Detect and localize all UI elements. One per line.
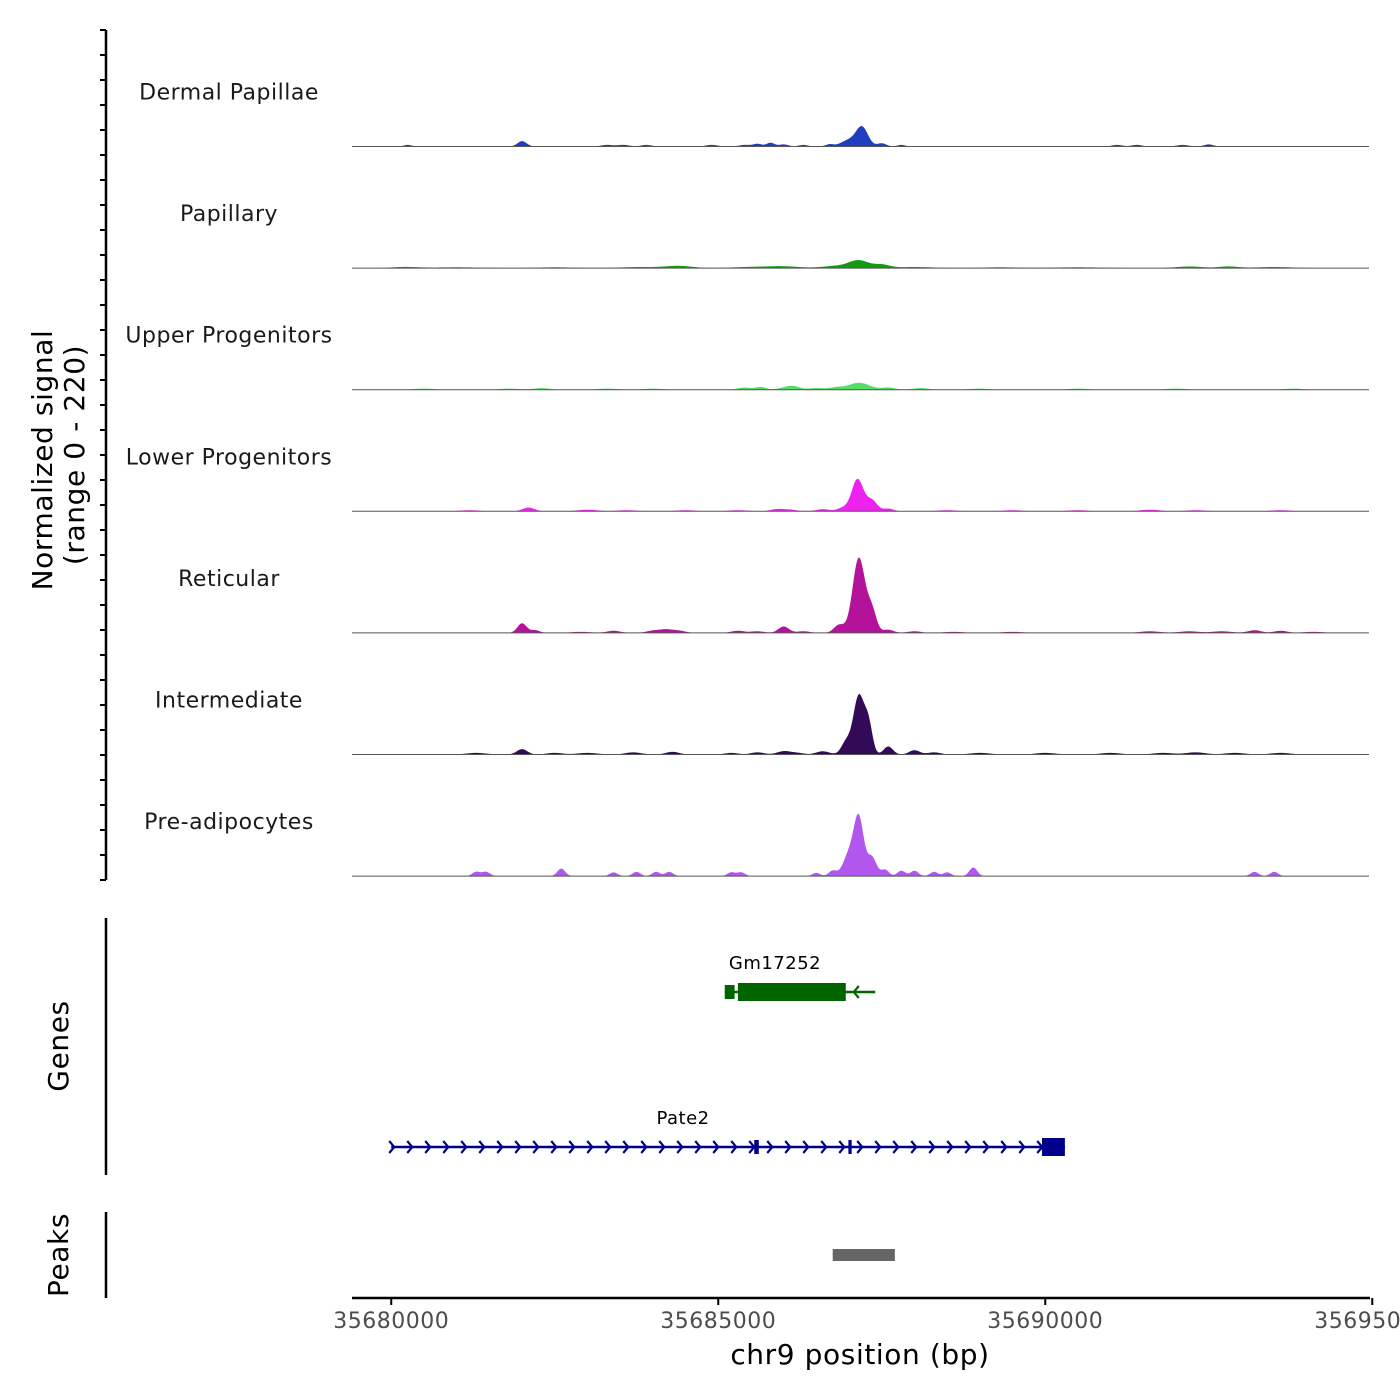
strand-chevron	[946, 1140, 954, 1154]
track-label: Upper Progenitors	[125, 324, 332, 349]
strand-chevron	[964, 1140, 972, 1154]
strand-chevron	[910, 1140, 918, 1154]
x-tick-label: 35685000	[660, 1309, 776, 1334]
track-lower-progenitors: Lower Progenitors	[126, 445, 1369, 512]
strand-chevron	[694, 1140, 702, 1154]
gene-pate2: Pate2	[388, 1108, 1065, 1156]
coverage-area	[352, 260, 1369, 269]
strand-chevron	[604, 1140, 612, 1154]
gene-gm17252: Gm17252	[724, 953, 876, 1001]
strand-chevron	[892, 1140, 900, 1154]
x-tick-label: 35680000	[333, 1309, 449, 1334]
strand-chevron	[640, 1140, 648, 1154]
strand-chevron	[784, 1140, 792, 1154]
coverage-area	[352, 126, 1369, 147]
strand-chevron	[568, 1140, 576, 1154]
strand-chevron	[622, 1140, 630, 1154]
coverage-area	[352, 382, 1369, 390]
gene-exon	[848, 1140, 852, 1154]
strand-chevron	[928, 1140, 936, 1154]
strand-chevron	[658, 1140, 666, 1154]
track-upper-progenitors: Upper Progenitors	[125, 324, 1369, 391]
strand-chevron	[442, 1140, 450, 1154]
gene-track: Gm17252 Pate2	[388, 953, 1065, 1156]
track-reticular: Reticular	[178, 557, 1369, 634]
strand-chevron	[586, 1140, 594, 1154]
coverage-area	[352, 813, 1369, 877]
strand-chevron	[532, 1140, 540, 1154]
strand-chevron	[730, 1140, 738, 1154]
track-papillary: Papillary	[180, 202, 1369, 269]
coverage-area	[352, 478, 1369, 512]
gene-exon	[754, 1140, 759, 1154]
peak-track	[832, 1249, 895, 1261]
strand-chevron	[802, 1140, 810, 1154]
strand-chevron	[1018, 1140, 1026, 1154]
strand-chevron	[388, 1140, 396, 1154]
strand-chevron	[852, 985, 860, 999]
coverage-area	[352, 694, 1369, 755]
strand-chevron	[820, 1140, 828, 1154]
track-label: Reticular	[178, 567, 280, 592]
track-label: Lower Progenitors	[126, 445, 332, 470]
strand-chevron	[676, 1140, 684, 1154]
gene-exon	[1041, 1138, 1065, 1156]
strand-chevron	[766, 1140, 774, 1154]
strand-chevron	[424, 1140, 432, 1154]
y-axis-title-line1: Normalized signal	[26, 330, 59, 591]
strand-chevron	[874, 1140, 882, 1154]
gene-exon	[724, 985, 735, 999]
strand-chevron	[514, 1140, 522, 1154]
strand-chevron	[856, 1140, 864, 1154]
peaks-axis-title: Peaks	[42, 1213, 75, 1297]
signal-y-ticks	[100, 29, 106, 881]
strand-chevron	[550, 1140, 558, 1154]
track-label: Intermediate	[155, 689, 303, 714]
coverage-tracks: Dermal Papillae Papillary Upper Progenitor…	[125, 81, 1369, 877]
strand-chevron	[1000, 1140, 1008, 1154]
x-tick-label: 35690000	[987, 1309, 1103, 1334]
strand-chevron	[478, 1140, 486, 1154]
x-axis-ticks: 35680000 35685000 35690000 35695000	[333, 1298, 1400, 1334]
track-dermal-papillae: Dermal Papillae	[139, 81, 1369, 147]
genes-axis-title: Genes	[42, 1000, 75, 1091]
coverage-area	[352, 557, 1369, 633]
strand-chevron	[838, 1140, 846, 1154]
x-tick-label: 35695000	[1314, 1309, 1400, 1334]
track-label: Pre-adipocytes	[144, 810, 314, 835]
gene-label: Gm17252	[729, 953, 821, 974]
strand-chevron	[496, 1140, 504, 1154]
peak-region	[832, 1249, 895, 1261]
strand-chevron	[712, 1140, 720, 1154]
track-intermediate: Intermediate	[155, 689, 1369, 755]
strand-chevron	[982, 1140, 990, 1154]
gene-exon	[737, 983, 846, 1001]
track-label: Papillary	[180, 202, 278, 227]
y-axis-title-line2: (range 0 - 220)	[58, 345, 91, 565]
track-pre-adipocytes: Pre-adipocytes	[144, 810, 1369, 877]
strand-chevron	[460, 1140, 468, 1154]
gene-label: Pate2	[656, 1108, 709, 1129]
x-axis-title: chr9 position (bp)	[730, 1338, 989, 1371]
strand-chevron	[406, 1140, 414, 1154]
track-label: Dermal Papillae	[139, 81, 319, 106]
